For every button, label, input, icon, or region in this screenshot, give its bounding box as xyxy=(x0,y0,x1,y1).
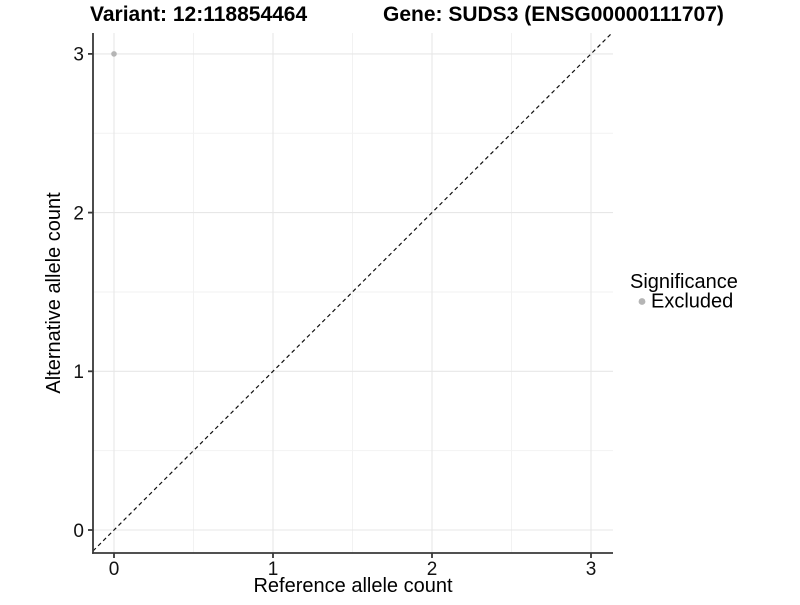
legend: Significance Excluded xyxy=(630,271,738,313)
y-tick-label: 2 xyxy=(73,203,84,224)
plot-title-variant: Variant: 12:118854464 xyxy=(90,3,307,26)
axis-lines xyxy=(92,33,613,554)
y-tick-labels: 0 1 2 3 xyxy=(73,45,84,542)
legend-title: Significance xyxy=(630,271,738,293)
x-tick-labels: 0 1 2 3 xyxy=(109,559,597,580)
x-axis-title: Reference allele count xyxy=(253,575,452,597)
legend-key-excluded-icon xyxy=(638,298,646,305)
y-tick-label: 1 xyxy=(73,362,84,383)
x-tick-label: 3 xyxy=(586,559,597,580)
x-tick-label: 1 xyxy=(268,559,279,580)
data-point xyxy=(111,51,117,57)
grid-major-lines xyxy=(93,33,613,553)
y-tick-label: 0 xyxy=(73,521,84,542)
x-tick-label: 0 xyxy=(109,559,120,580)
legend-label-excluded: Excluded xyxy=(651,291,733,313)
x-tick-label: 2 xyxy=(427,559,438,580)
y-tick-label: 3 xyxy=(73,45,84,66)
y-axis-title: Alternative allele count xyxy=(43,192,65,394)
data-points xyxy=(111,51,117,57)
grid-minor-lines xyxy=(93,33,613,553)
axis-tick-marks xyxy=(88,53,592,558)
plot-title-gene: Gene: SUDS3 (ENSG00000111707) xyxy=(383,3,724,26)
